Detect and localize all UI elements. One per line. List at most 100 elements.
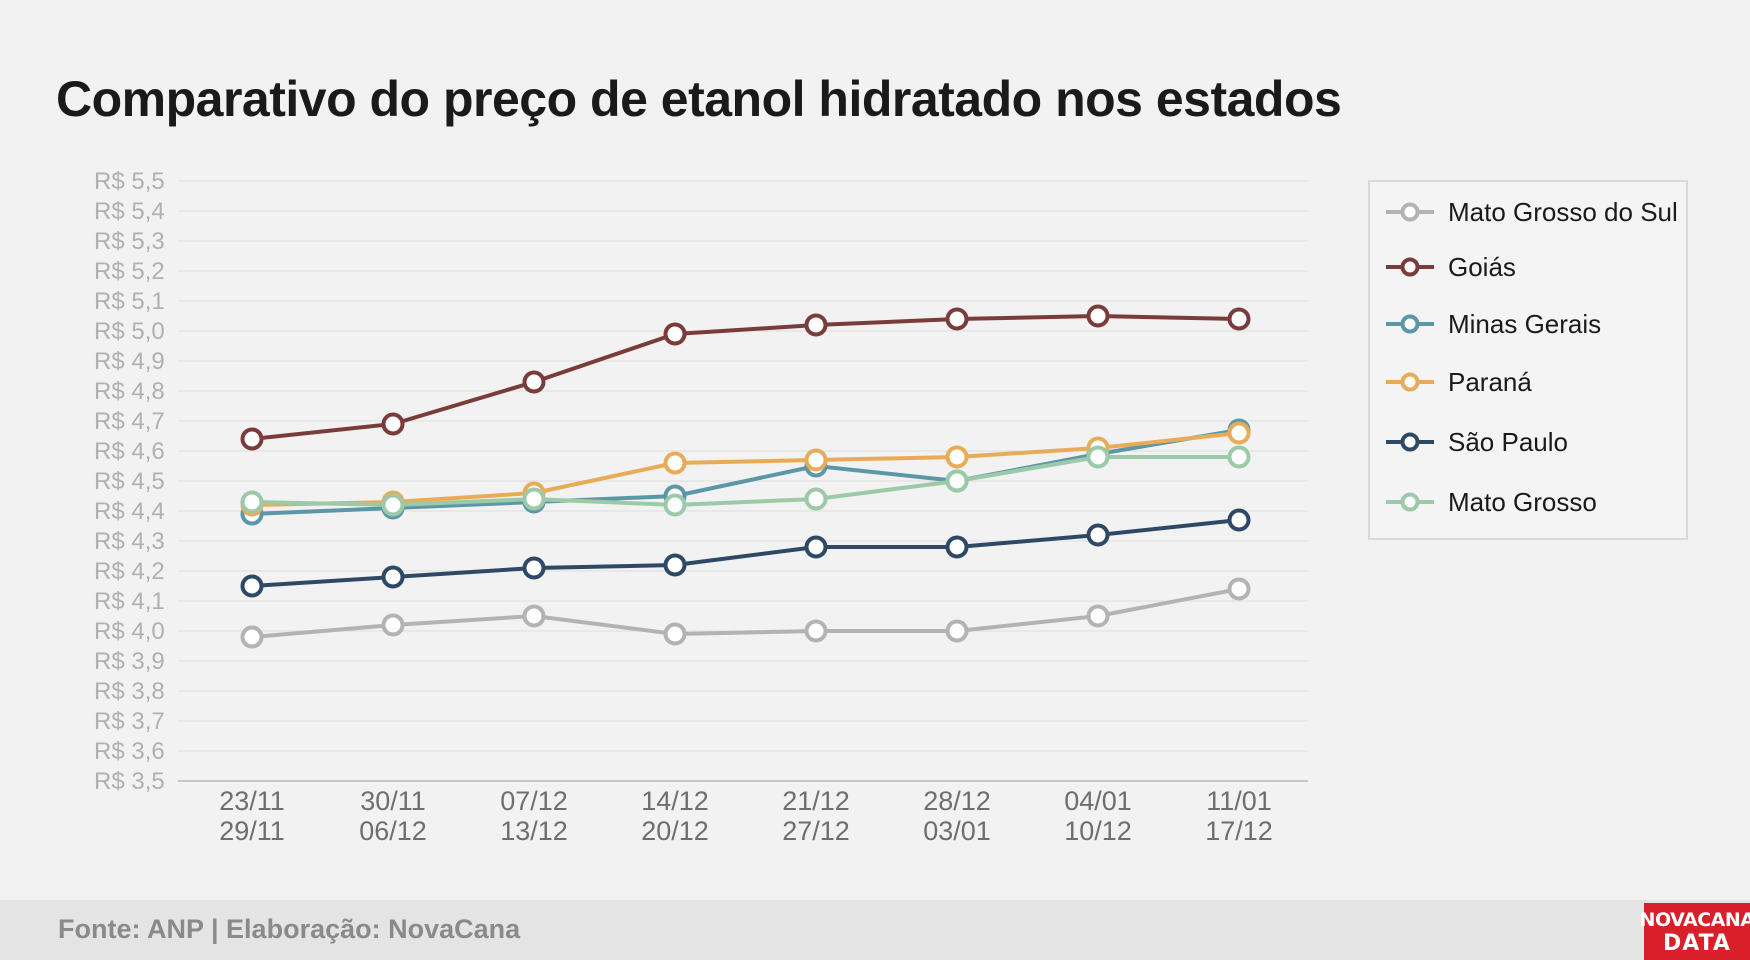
x-tick-label: 30/11: [360, 786, 426, 816]
data-point: [663, 553, 687, 577]
y-tick-label: R$ 5,4: [94, 198, 165, 225]
series-5: [240, 508, 1251, 598]
data-point: [1227, 445, 1251, 469]
chart-title: Comparativo do preço de etanol hidratado…: [56, 71, 1342, 127]
legend-swatch: [1386, 314, 1434, 334]
series-line: [251, 428, 1240, 516]
legend-swatch-marker: [1400, 202, 1420, 222]
data-point: [1227, 307, 1251, 331]
x-tick-label-second-line: 29/11: [219, 816, 285, 846]
x-tick-label-second-line: 13/12: [500, 816, 568, 846]
y-tick-label: R$ 4,3: [94, 528, 165, 555]
x-tick-label: 23/11: [219, 786, 285, 816]
data-point: [663, 493, 687, 517]
series-line: [251, 455, 1239, 507]
y-tick-label: R$ 5,3: [94, 228, 165, 255]
y-tick-label: R$ 5,1: [94, 288, 165, 315]
data-point: [1227, 508, 1251, 532]
y-tick-label: R$ 4,2: [94, 558, 165, 585]
x-tick-label-second-line: 03/01: [923, 816, 991, 846]
logo-text-top: NOVACANA: [1639, 908, 1750, 931]
legend-swatch: [1386, 432, 1434, 452]
series-line: [251, 314, 1240, 441]
data-point: [522, 556, 546, 580]
x-tick-label-second-line: 20/12: [641, 816, 709, 846]
data-point: [381, 493, 405, 517]
data-series: [240, 304, 1251, 649]
y-tick-label: R$ 5,5: [94, 168, 165, 195]
legend-swatch-marker: [1400, 492, 1420, 512]
legend-swatch-marker: [1400, 432, 1420, 452]
legend-swatch-marker: [1400, 372, 1420, 392]
x-tick-label-second-line: 06/12: [359, 816, 427, 846]
x-tick-label: 07/12: [500, 786, 568, 816]
series-2: [240, 304, 1251, 451]
footer-bar: Fonte: ANP | Elaboração: NovaCana: [0, 900, 1750, 960]
data-point: [804, 487, 828, 511]
x-tick-label: 04/01: [1064, 786, 1132, 816]
legend-label: Mato Grosso: [1448, 486, 1597, 517]
series-line: [251, 518, 1240, 588]
legend-item: São Paulo: [1380, 422, 1568, 462]
data-point: [381, 565, 405, 589]
series-line: [251, 431, 1240, 507]
data-point: [804, 619, 828, 643]
legend-label: Mato Grosso do Sul: [1448, 196, 1678, 227]
legend-item: Paraná: [1380, 362, 1532, 402]
y-tick-label: R$ 4,8: [94, 378, 165, 405]
data-point: [804, 535, 828, 559]
data-point: [1086, 445, 1110, 469]
y-axis-tick-labels: R$ 3,5 R$ 3,6 R$ 3,7 R$ 3,8 R$ 3,9 R$ 4,0 R$ 4…: [94, 168, 165, 795]
y-tick-label: R$ 4,5: [94, 468, 165, 495]
y-tick-label: R$ 4,9: [94, 348, 165, 375]
data-point: [1086, 523, 1110, 547]
data-point: [240, 625, 264, 649]
data-point: [522, 604, 546, 628]
data-point: [804, 313, 828, 337]
series-1: [240, 577, 1251, 649]
legend-item: Minas Gerais: [1380, 304, 1601, 344]
legend-swatch: [1386, 257, 1434, 277]
series-6: [240, 445, 1251, 517]
data-point: [663, 451, 687, 475]
novacana-data-logo: NOVACANA DATA: [1640, 903, 1750, 960]
data-point: [945, 619, 969, 643]
y-tick-label: R$ 3,9: [94, 648, 165, 675]
line-chart: R$ 3,5 R$ 3,6 R$ 3,7 R$ 3,8 R$ 3,9 R$ 4,0 R$ 4…: [94, 168, 1308, 846]
data-point: [1086, 304, 1110, 328]
y-tick-label: R$ 3,7: [94, 708, 165, 735]
data-point: [663, 622, 687, 646]
data-point: [1227, 421, 1251, 445]
y-tick-label: R$ 4,1: [94, 588, 165, 615]
y-tick-label: R$ 3,8: [94, 678, 165, 705]
legend-label: São Paulo: [1448, 426, 1568, 457]
data-point: [945, 535, 969, 559]
data-point: [522, 370, 546, 394]
legend-swatch: [1386, 492, 1434, 512]
data-point: [1086, 604, 1110, 628]
legend-item: Mato Grosso do Sul: [1380, 192, 1678, 232]
data-point: [945, 445, 969, 469]
x-tick-label-second-line: 27/12: [782, 816, 850, 846]
legend-swatch-marker: [1400, 257, 1420, 277]
y-tick-label: R$ 5,0: [94, 318, 165, 345]
series-line: [251, 587, 1240, 639]
legend-swatch: [1386, 372, 1434, 392]
data-point: [945, 307, 969, 331]
logo-text-bottom: DATA: [1663, 930, 1731, 956]
legend-label: Paraná: [1448, 366, 1532, 397]
data-point: [240, 490, 264, 514]
data-point: [240, 427, 264, 451]
chart-legend: Mato Grosso do Sul Goiás Minas Gerais Paran…: [1368, 180, 1688, 540]
data-point: [663, 322, 687, 346]
x-tick-label-second-line: 10/12: [1064, 816, 1132, 846]
legend-swatch-marker: [1400, 314, 1420, 334]
y-tick-label: R$ 5,2: [94, 258, 165, 285]
x-tick-label-second-line: 17/12: [1205, 816, 1273, 846]
data-point: [1227, 577, 1251, 601]
y-tick-label: R$ 3,6: [94, 738, 165, 765]
y-tick-label: R$ 4,0: [94, 618, 165, 645]
x-tick-label: 28/12: [923, 786, 991, 816]
data-point: [381, 613, 405, 637]
